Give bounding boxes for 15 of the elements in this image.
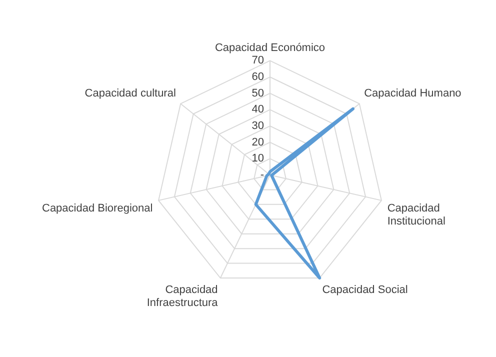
y-tick-label: 70	[252, 54, 264, 67]
y-tick-label: -	[260, 169, 264, 182]
spoke-label: Capacidad Bioregional	[42, 202, 153, 214]
spoke-label: Capacidad Humano	[364, 87, 462, 100]
y-tick-label: 50	[252, 87, 264, 100]
y-tick-label: 60	[252, 71, 264, 84]
y-tick-label: 10	[252, 152, 264, 165]
spoke-label: Capacidad cultural	[84, 87, 176, 100]
y-tick-label: 40	[252, 104, 264, 116]
spoke-label: Capacidad Infraestructura	[146, 284, 219, 310]
spoke-label: Capacidad Institucional	[387, 202, 446, 228]
spoke-label: Capacidad Económico	[214, 42, 326, 54]
spoke-label: Capacidad Social	[322, 284, 408, 296]
y-tick-label: 30	[252, 120, 264, 132]
y-tick-label: 20	[252, 136, 264, 148]
